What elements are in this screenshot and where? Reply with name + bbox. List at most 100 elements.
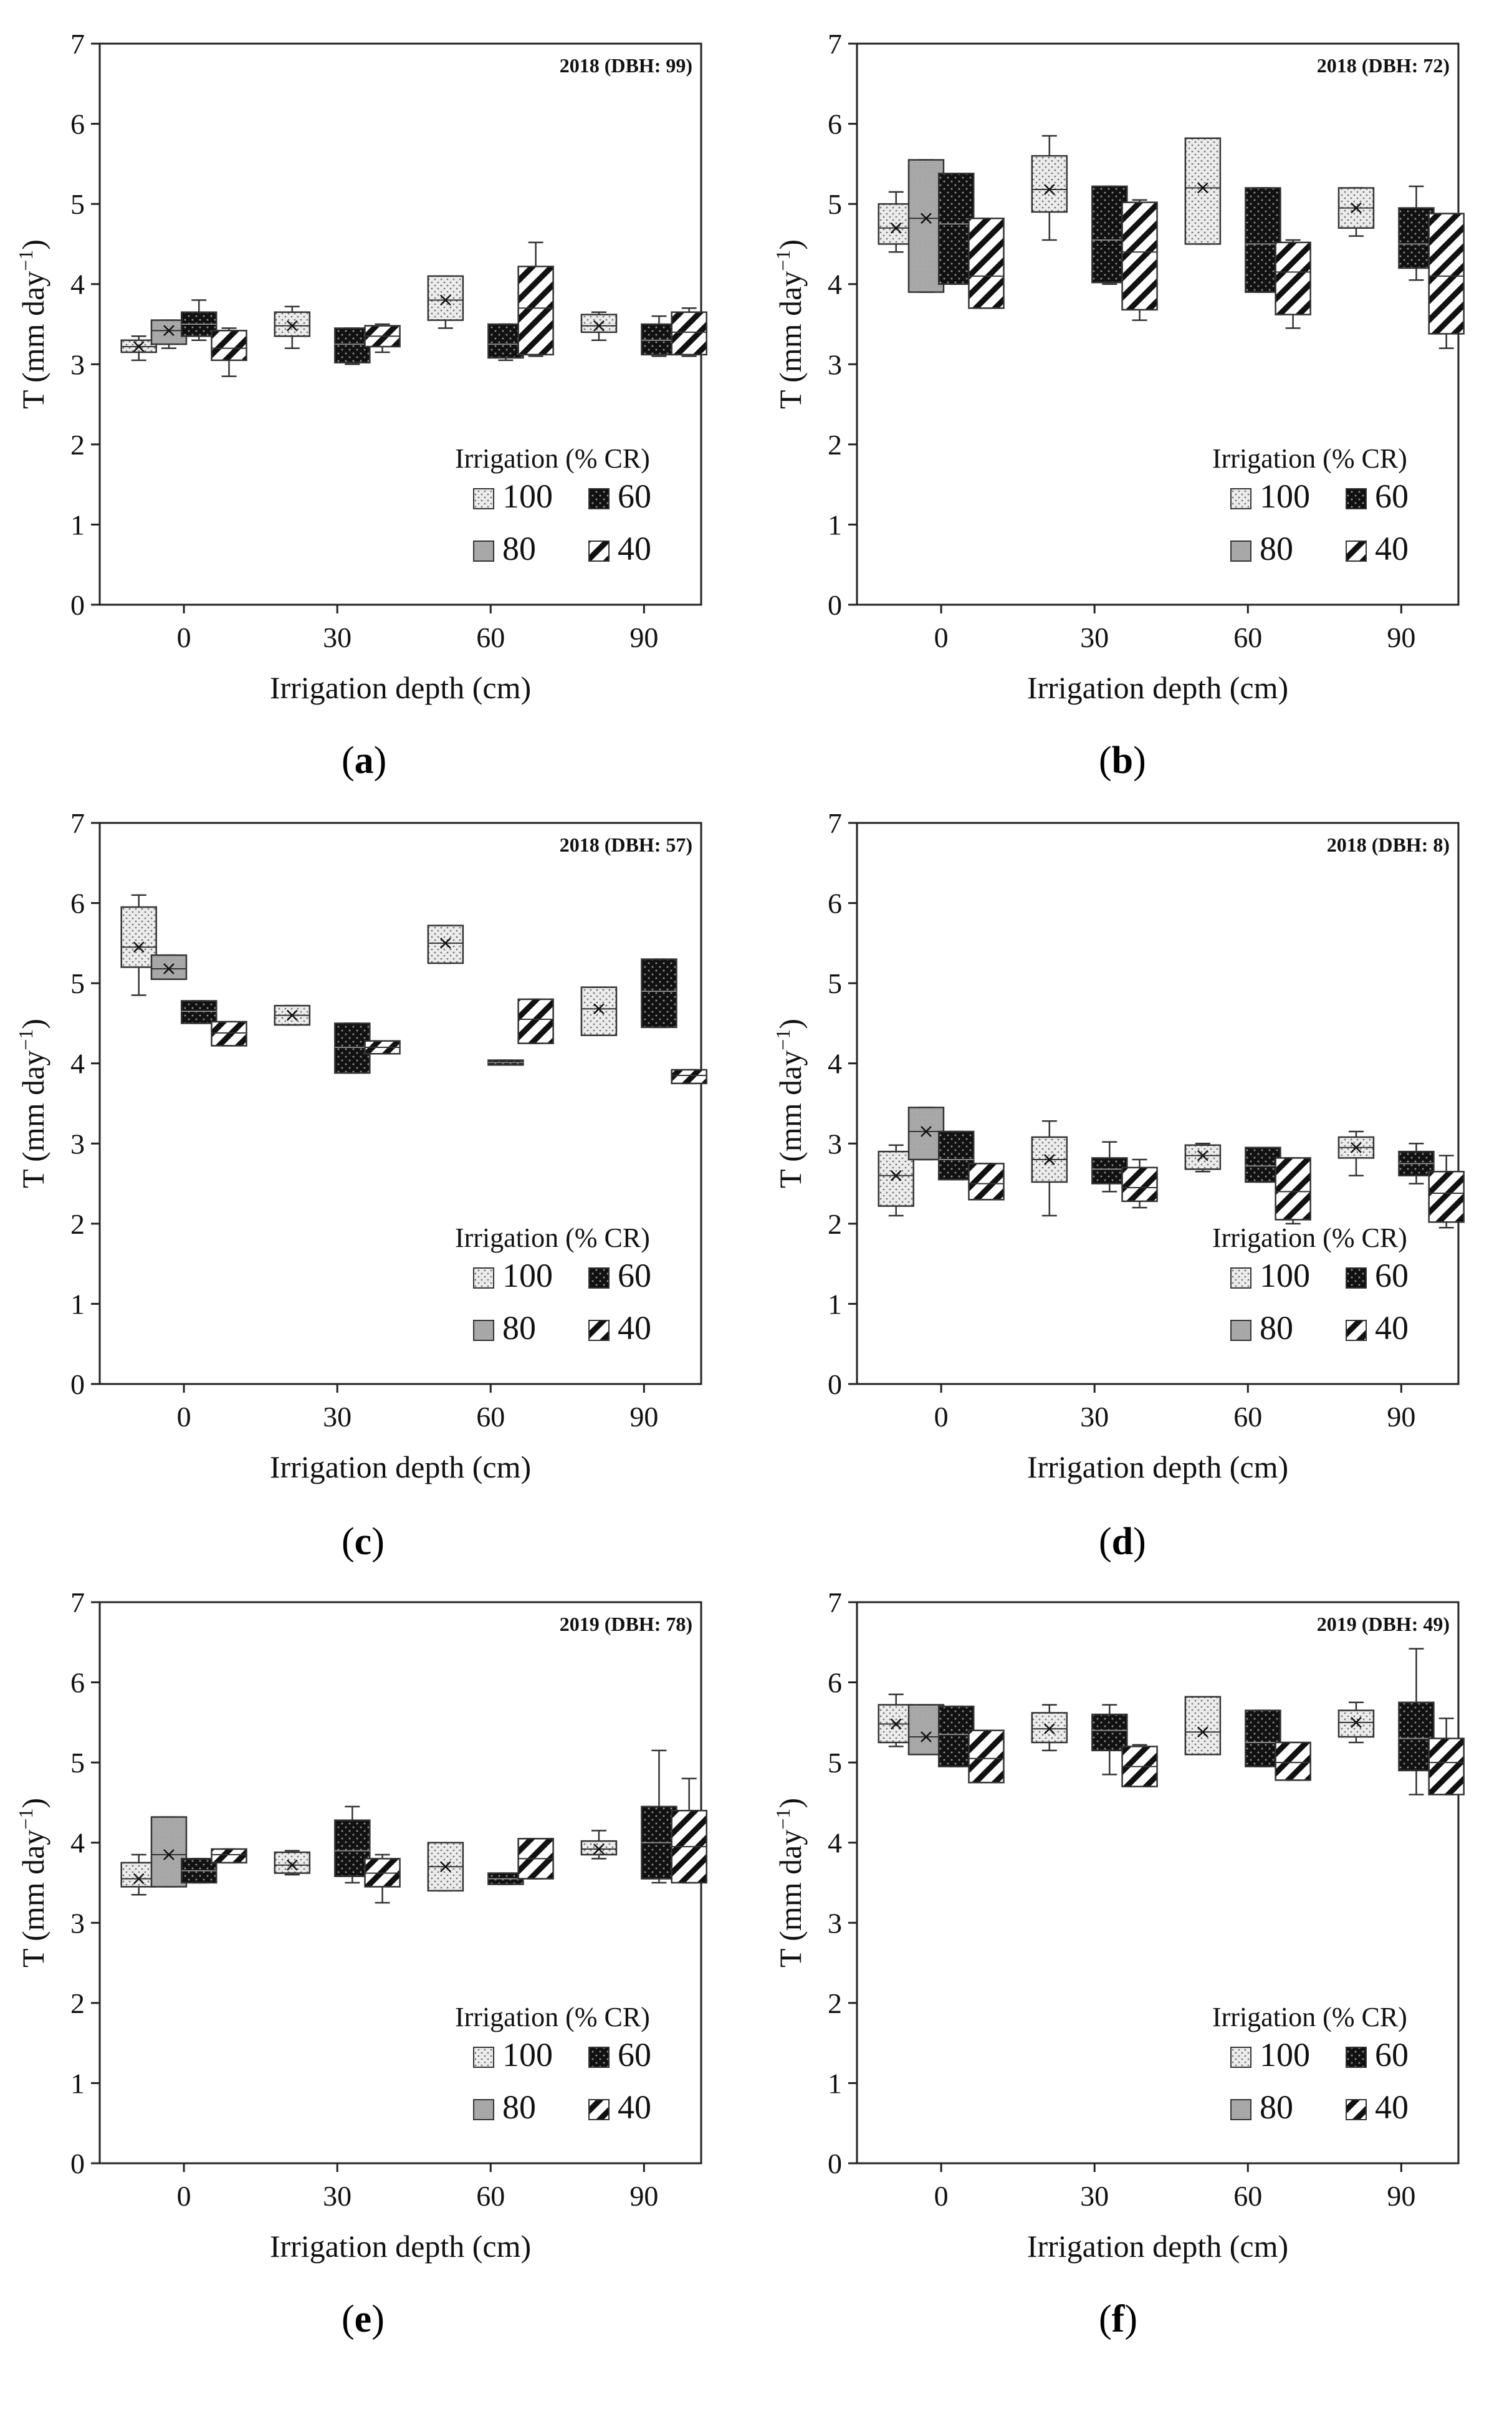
box-40-0 <box>211 1021 247 1047</box>
box-100-30 <box>274 1004 311 1026</box>
legend-swatch-40 <box>588 1320 610 1341</box>
y-tick-label: 2 <box>70 429 85 461</box>
mean-marker <box>286 1859 298 1871</box>
mean-marker <box>890 1718 902 1730</box>
box-60-90 <box>641 315 677 357</box>
legend-swatch-60 <box>588 2047 610 2068</box>
box-body <box>1245 1146 1281 1183</box>
box-body <box>274 311 311 337</box>
mean-marker <box>439 937 451 949</box>
y-axis-title: T (mm day−1) <box>14 1019 50 1188</box>
legend: Irrigation (% CR) 100 60 80 40 <box>455 1223 651 1347</box>
legend-label-80: 80 <box>1260 2088 1293 2126</box>
y-axis-title-main: T (mm day <box>773 271 808 409</box>
legend-label-40: 40 <box>618 530 651 567</box>
box-body <box>671 311 707 356</box>
box-body <box>211 330 247 362</box>
mean-marker <box>1043 1154 1055 1165</box>
box-40-0 <box>968 218 1005 309</box>
box-100-60 <box>1184 1143 1222 1173</box>
mean-marker <box>286 1009 298 1021</box>
y-tick-label: 5 <box>828 968 842 999</box>
box-body <box>968 1729 1005 1784</box>
box-60-0 <box>180 299 218 341</box>
y-tick-label: 2 <box>828 429 842 461</box>
panel-title: 2019 (DBH: 49) <box>1317 1613 1450 1635</box>
box-60-60 <box>1245 1709 1281 1767</box>
y-tick-label: 1 <box>70 2067 85 2099</box>
box-body <box>907 1107 945 1161</box>
panel-d: 0 1 2 3 4 5 6 7 0 30 60 90 Irrigation depth (cm) T (m… <box>772 807 1465 1484</box>
y-axis-title: T (mm day−1) <box>772 1798 808 1968</box>
x-tick-label: 30 <box>323 1401 352 1433</box>
box-body <box>580 1840 618 1856</box>
box-body <box>150 1816 188 1888</box>
y-tick-label: 5 <box>828 1747 842 1779</box>
box-100-60 <box>1184 137 1222 245</box>
box-60-0 <box>937 173 975 285</box>
box-60-90 <box>1398 185 1435 281</box>
x-tick-label: 60 <box>1233 1401 1262 1433</box>
box-60-60 <box>1245 1146 1281 1183</box>
legend-label-60: 60 <box>1375 2036 1409 2073</box>
legend-swatch-60 <box>1346 488 1367 509</box>
box-60-90 <box>1398 1143 1435 1184</box>
legend-swatch-60 <box>1346 2047 1367 2068</box>
legend-swatch-40 <box>1346 541 1367 562</box>
box-60-30 <box>334 1022 371 1074</box>
legend-title: Irrigation (% CR) <box>455 2002 650 2032</box>
box-80-0 <box>150 319 188 349</box>
box-body <box>211 1848 247 1864</box>
panel-b: 0 1 2 3 4 5 6 7 0 30 60 90 Irrigation depth (cm) T (m… <box>772 28 1465 705</box>
x-tick-label: 60 <box>1233 622 1262 653</box>
mean-marker <box>133 341 145 352</box>
y-tick-label: 3 <box>70 1128 85 1160</box>
mean-marker <box>921 1126 932 1137</box>
x-tick-label: 60 <box>1233 2180 1262 2212</box>
box-body <box>580 314 618 334</box>
y-tick-label: 4 <box>70 1048 85 1080</box>
x-tick-label: 0 <box>934 1401 949 1433</box>
box-body <box>968 218 1005 309</box>
legend-swatch-60 <box>588 1267 610 1289</box>
box-body <box>1121 1166 1158 1203</box>
box-body <box>1428 1171 1465 1223</box>
box-body <box>150 319 188 345</box>
box-body <box>427 925 464 964</box>
legend-label-100: 100 <box>502 478 553 515</box>
y-tick-label: 1 <box>828 509 842 541</box>
y-tick-label: 2 <box>828 1208 842 1240</box>
box-body <box>334 1022 371 1074</box>
y-tick-label: 2 <box>70 1208 85 1240</box>
box-40-30 <box>364 1853 401 1904</box>
legend-swatch-80 <box>1230 1320 1251 1341</box>
box-40-60 <box>1275 239 1311 329</box>
box-40-60 <box>517 241 554 357</box>
box-100-60 <box>427 1842 464 1892</box>
y-axis-title-main: T (mm day <box>16 271 50 409</box>
box-100-30 <box>1031 1120 1068 1217</box>
box-body <box>517 998 554 1044</box>
legend-swatch-100 <box>1230 2047 1251 2068</box>
box-body <box>1275 241 1311 315</box>
y-tick-label: 4 <box>828 1827 842 1859</box>
mean-marker <box>1197 1726 1208 1738</box>
legend-swatch-60 <box>1346 1267 1367 1289</box>
box-body <box>1245 1709 1281 1767</box>
y-tick-label: 7 <box>828 28 842 60</box>
y-axis-title: T (mm day−1) <box>14 1798 50 1968</box>
box-body <box>937 173 975 285</box>
box-body <box>1184 137 1222 245</box>
mean-marker <box>1351 1141 1362 1153</box>
box-body <box>1184 1144 1222 1170</box>
x-tick-label: 0 <box>934 622 949 653</box>
legend-label-60: 60 <box>1375 478 1409 515</box>
box-60-30 <box>334 327 371 365</box>
panel-caption-b: (b) <box>1099 739 1146 782</box>
panel-f: 0 1 2 3 4 5 6 7 0 30 60 90 Irrigation depth (cm) T (m… <box>772 1587 1465 2264</box>
x-tick-label: 0 <box>177 2180 191 2212</box>
mean-marker <box>921 213 932 224</box>
box-body <box>1428 213 1465 335</box>
y-tick-label: 7 <box>828 1587 842 1618</box>
